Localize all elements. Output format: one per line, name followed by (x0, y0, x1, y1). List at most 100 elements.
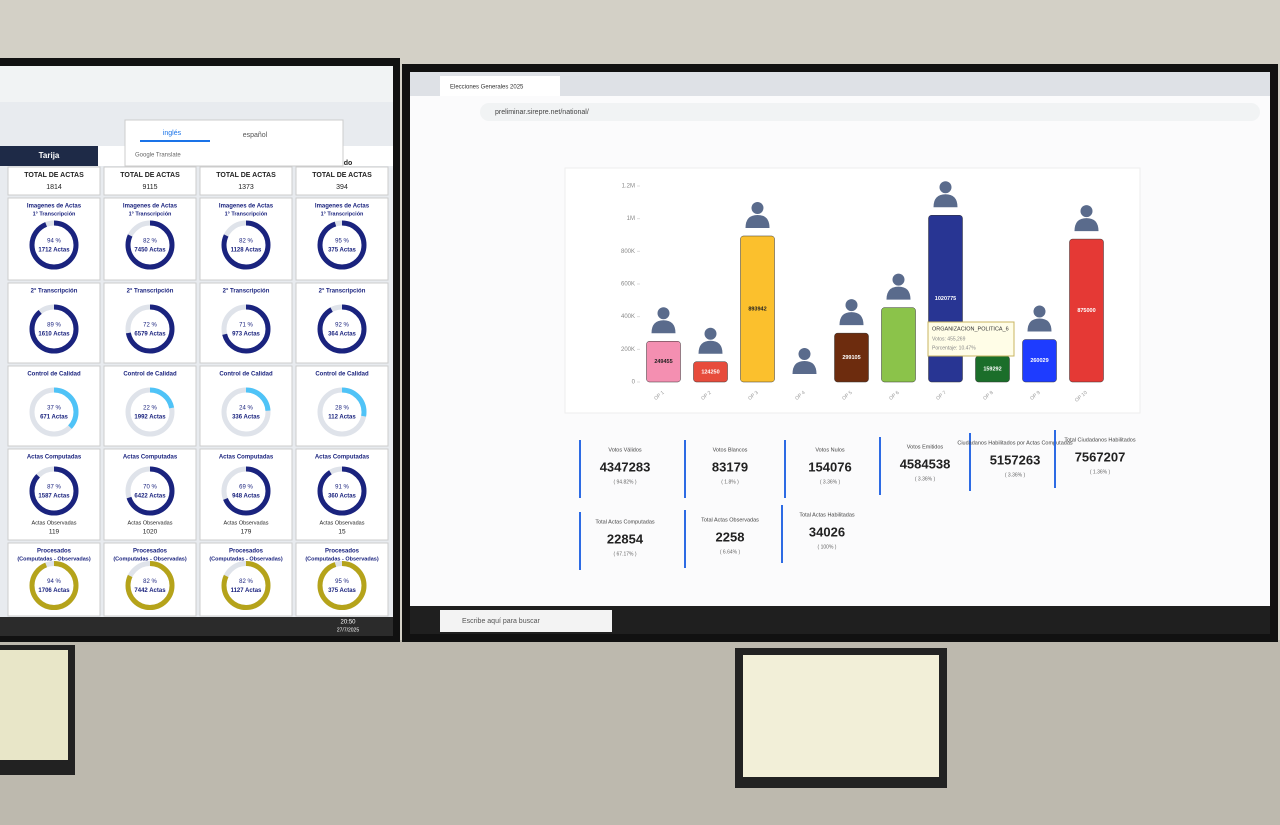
donut-arc (29, 220, 79, 270)
card-percent: ( 1.8% ) (721, 479, 739, 485)
bar (740, 235, 775, 383)
stage-cell (199, 448, 293, 541)
stage-title: Procesados (325, 549, 360, 555)
y-tick-label: 800K (621, 249, 635, 255)
person-head (1033, 305, 1046, 318)
browser-tab[interactable] (440, 76, 560, 96)
donut-count: 7442 Actas (134, 588, 166, 594)
value-label: 249455 (654, 359, 672, 365)
donut-count: 360 Actas (328, 494, 356, 500)
donut-arc (317, 387, 367, 437)
observed-label: Actas Observadas (320, 520, 365, 526)
donut-arc (125, 466, 175, 516)
observed-value: 1020 (143, 529, 158, 536)
total-label: TOTAL DE ACTAS (216, 172, 276, 179)
stage-subtitle: 1° Transcripción (33, 211, 76, 217)
card-percent: ( 67.17% ) (613, 551, 636, 557)
tooltip-percent: Porcentaje: 10.47% (932, 345, 976, 351)
donut-count: 973 Actas (232, 332, 260, 338)
donut-count: 112 Actas (328, 415, 356, 421)
card-value: 4347283 (600, 459, 651, 474)
donut-count: 375 Actas (328, 588, 356, 594)
stage-cell (7, 448, 101, 541)
translate-label: Google Translate (135, 153, 181, 159)
bar (1069, 238, 1104, 383)
search-box[interactable] (440, 610, 612, 632)
stage-title: Imagenes de Actas (219, 204, 274, 210)
card-label: Total Actas Observadas (701, 517, 759, 523)
left-browser-bar (0, 66, 393, 102)
total-cell (199, 166, 293, 196)
donut-percent: 22 % (143, 406, 157, 412)
translate-tab[interactable]: inglés (163, 130, 182, 137)
person-head (751, 201, 764, 214)
value-label: 1020775 (935, 296, 956, 302)
card-percent: ( 3.36% ) (915, 476, 936, 482)
total-cell (7, 166, 101, 196)
card-value: 2258 (716, 529, 745, 544)
person-body (1074, 218, 1099, 232)
y-tick-label: 600K (621, 282, 635, 288)
tooltip-votes: Votos: 455,269 (932, 336, 966, 342)
donut-percent: 94 % (47, 579, 61, 585)
donut-arc (317, 220, 367, 270)
header-fragment: do (344, 160, 353, 167)
person-head (657, 307, 670, 320)
laptop-screen (743, 655, 939, 777)
total-label: TOTAL DE ACTAS (120, 172, 180, 179)
card-percent: ( 3.36% ) (1005, 472, 1026, 478)
donut-percent: 87 % (47, 485, 61, 491)
person-head (892, 273, 905, 286)
donut-percent: 91 % (335, 485, 349, 491)
person-body (933, 194, 958, 208)
person-head (704, 327, 717, 340)
donut-percent: 72 % (143, 323, 157, 329)
value-label: 875000 (1077, 308, 1095, 314)
person-body (886, 286, 911, 300)
stage-title: Imagenes de Actas (27, 204, 82, 210)
stage-title: Control de Calidad (219, 372, 273, 378)
donut-count: 1127 Actas (231, 588, 262, 594)
card-value: 34026 (809, 524, 845, 539)
observed-value: 119 (49, 529, 60, 536)
donut-percent: 70 % (143, 485, 157, 491)
observed-label: Actas Observadas (224, 520, 269, 526)
stage-subtitle: 1° Transcripción (225, 211, 268, 217)
person-body (839, 312, 864, 326)
donut-count: 6579 Actas (134, 332, 166, 338)
stat-cards: Votos Válidos 4347283 ( 94.82% ) Votos Blan… (579, 430, 1136, 570)
stage-subtitle: (Computadas - Observadas) (305, 556, 379, 562)
translate-tab[interactable]: español (243, 132, 268, 139)
url: preliminar.sirepre.net/national/ (495, 109, 589, 116)
donut-count: 1587 Actas (38, 494, 70, 500)
card-label: Votos Blancos (713, 447, 748, 453)
donut-percent: 24 % (239, 406, 253, 412)
tab-title: Elecciones Generales 2025 (450, 85, 524, 91)
value-label: 159292 (983, 366, 1001, 372)
donut-arc (221, 561, 271, 610)
donut-arc (29, 304, 79, 354)
total-value: 1814 (46, 184, 62, 191)
value-label: 893942 (748, 306, 766, 312)
observed-label: Actas Observadas (128, 520, 173, 526)
person-body (792, 361, 817, 374)
donut-percent: 71 % (239, 323, 253, 329)
donut-arc (221, 220, 271, 270)
stage-title: Actas Computadas (123, 455, 178, 461)
card-label: Votos Nulos (815, 447, 845, 453)
left-taskbar (0, 617, 393, 636)
card-value: 83179 (712, 459, 748, 474)
stage-cell (103, 542, 197, 617)
card-value: 4584538 (900, 456, 951, 471)
donut-count: 1706 Actas (38, 588, 70, 594)
stage-cell (199, 542, 293, 617)
region-header (0, 146, 98, 166)
card-percent: ( 3.36% ) (820, 479, 841, 485)
address-bar[interactable] (480, 103, 1260, 121)
donut-arc (125, 387, 175, 437)
stage-title: Imagenes de Actas (315, 204, 370, 210)
bar (646, 341, 681, 383)
donut-arc (221, 387, 271, 437)
